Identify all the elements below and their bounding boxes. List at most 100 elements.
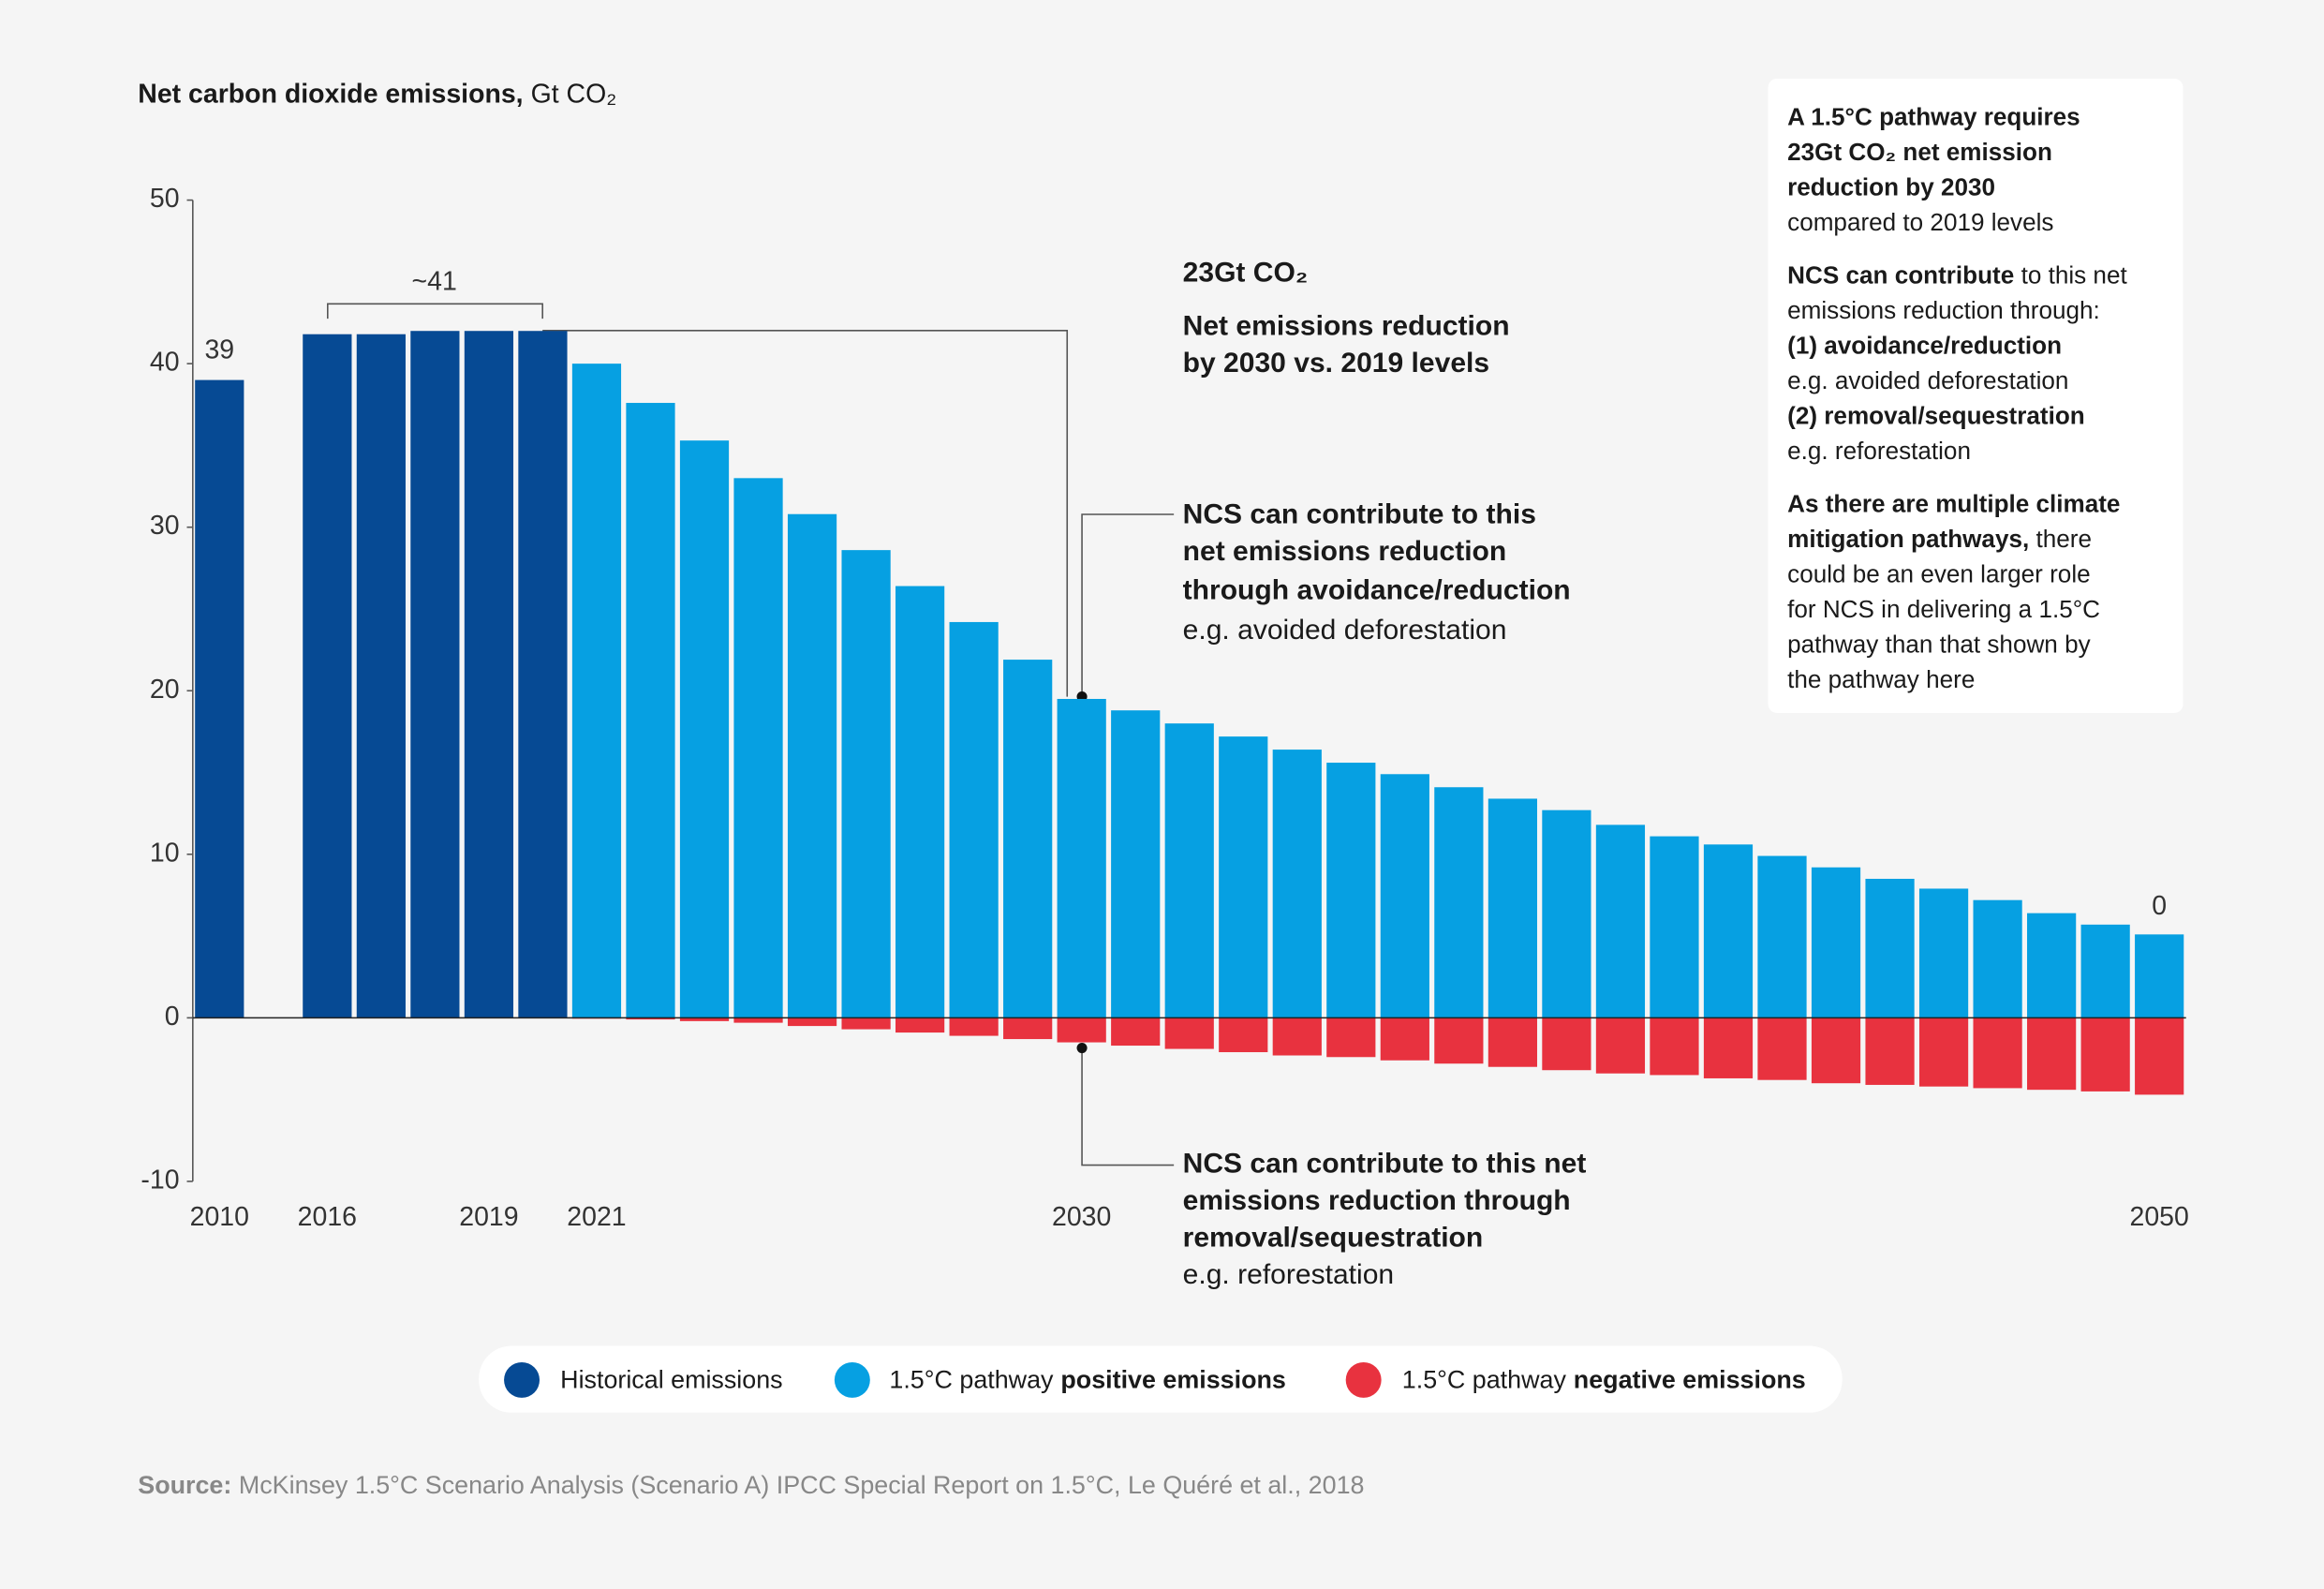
bar <box>1973 1017 2022 1089</box>
text-run: emissions reduction through <box>1183 1185 1571 1216</box>
legend-name-bold: positive emissions <box>1060 1366 1285 1394</box>
bar <box>1703 1017 1754 1078</box>
side-box <box>1768 78 2183 713</box>
bar <box>1003 660 1053 1018</box>
text-run: e.g. reforestation <box>1183 1259 1394 1290</box>
bar <box>679 440 730 1018</box>
text-line: emissions reduction through <box>1183 1185 1571 1216</box>
y-tick-label: 10 <box>150 838 180 868</box>
connectors <box>326 303 1175 1166</box>
bar <box>896 586 945 1018</box>
x-tick-label: 2021 <box>567 1202 626 1232</box>
x-tick-label: 2019 <box>459 1202 518 1232</box>
text-run: e.g. reforestation <box>1787 437 1971 465</box>
text-run: (2) removal/sequestration <box>1787 401 2085 429</box>
bar <box>896 1017 945 1033</box>
text-run: 23Gt CO₂ <box>1183 258 1309 289</box>
bar <box>949 1017 999 1036</box>
bar <box>1865 1017 1915 1085</box>
bar <box>626 403 675 1018</box>
text-line: Source: McKinsey 1.5°C Scenario Analysis … <box>138 1471 1364 1499</box>
legend-name: Historical emissions <box>560 1366 782 1394</box>
bar <box>1272 750 1322 1018</box>
bracket-label: ~41 <box>412 267 457 297</box>
text-run: could be an even larger role <box>1787 559 2090 587</box>
bar <box>949 621 999 1018</box>
text-line: by 2030 vs. 2019 levels <box>1183 348 1489 379</box>
text-run: A 1.5°C pathway requires <box>1787 102 2080 130</box>
bar <box>1272 1017 1322 1056</box>
bar <box>1111 710 1161 1018</box>
text-run: mitigation pathways, <box>1787 525 2029 553</box>
marker-dot <box>1076 1043 1088 1054</box>
text-line: reduction by 2030 <box>1787 172 1995 200</box>
bar <box>1650 836 1699 1018</box>
text-run: removal/sequestration <box>1183 1223 1484 1254</box>
bar <box>1488 1017 1537 1067</box>
bar <box>1488 798 1537 1018</box>
text-line: NCS can contribute to this net <box>1183 1148 1587 1179</box>
bar <box>2027 1017 2077 1091</box>
text-line: e.g. reforestation <box>1787 437 1971 465</box>
text-run: As there are multiple climate <box>1787 489 2120 517</box>
connector <box>1081 513 1175 697</box>
legend-swatch <box>834 1361 870 1398</box>
legend-swatch <box>504 1361 540 1398</box>
text-run: to this net <box>2021 260 2128 289</box>
text-run: NCS can contribute <box>1787 260 2014 289</box>
bar <box>1380 774 1429 1018</box>
y-tick-label: 30 <box>150 511 180 541</box>
text-run: e.g. avoided deforestation <box>1183 615 1507 646</box>
bar <box>733 1017 783 1023</box>
text-line: could be an even larger role <box>1787 559 2090 587</box>
bar <box>1865 878 1915 1018</box>
bar <box>679 1017 730 1021</box>
bar <box>841 1017 891 1030</box>
bar <box>1003 1017 1053 1040</box>
bar <box>1164 723 1214 1018</box>
bar <box>1057 698 1106 1018</box>
bar <box>626 1017 675 1020</box>
bar <box>1650 1017 1699 1076</box>
bar <box>1757 855 1807 1018</box>
text-run: e.g. avoided deforestation <box>1787 366 2068 394</box>
y-tick-label: 40 <box>150 348 180 378</box>
bar <box>303 334 352 1018</box>
bar <box>787 1017 837 1027</box>
text-line: e.g. reforestation <box>1183 1259 1394 1290</box>
bar <box>1542 809 1591 1018</box>
bar <box>356 334 406 1018</box>
text-line: As there are multiple climate <box>1787 489 2120 517</box>
bar <box>1111 1017 1161 1047</box>
text-run: 23Gt CO₂ net emission <box>1787 138 2052 166</box>
text-line: for NCS in delivering a 1.5°C <box>1787 595 2100 623</box>
text-run: Net carbon dioxide emissions, <box>138 79 523 109</box>
text-run: NCS can contribute to this net <box>1183 1148 1587 1179</box>
text-run: the pathway here <box>1787 665 1975 693</box>
text-run: compared to 2019 levels <box>1787 208 2053 236</box>
text-run: by 2030 vs. 2019 levels <box>1183 348 1489 379</box>
text-run: reduction by 2030 <box>1787 172 1995 200</box>
text-line: Net carbon dioxide emissions, Gt CO₂ <box>138 79 616 109</box>
text-run: (1) avoidance/reduction <box>1787 331 2062 359</box>
text-run: McKinsey 1.5°C Scenario Analysis (Scenar… <box>239 1471 1365 1499</box>
legend-box <box>479 1345 1843 1413</box>
text-line: removal/sequestration <box>1183 1223 1484 1254</box>
bar <box>518 331 568 1018</box>
bar <box>787 513 837 1018</box>
bar <box>2135 934 2184 1018</box>
text-run: Net emissions reduction <box>1183 311 1510 342</box>
bar <box>2080 924 2130 1018</box>
legend-name-bold: negative emissions <box>1574 1366 1806 1394</box>
text-line: NCS can contribute to this net <box>1787 260 2127 289</box>
bar <box>1811 1017 1861 1084</box>
x-tick-label: 2050 <box>2130 1202 2189 1232</box>
bar <box>1380 1017 1429 1061</box>
text-line: pathway than that shown by <box>1787 630 2090 658</box>
text-line: (1) avoidance/reduction <box>1787 331 2062 359</box>
bar <box>1811 867 1861 1018</box>
text-run: there <box>2036 525 2092 553</box>
text-run: pathway than that shown by <box>1787 630 2090 658</box>
y-tick-label: 20 <box>150 675 180 705</box>
